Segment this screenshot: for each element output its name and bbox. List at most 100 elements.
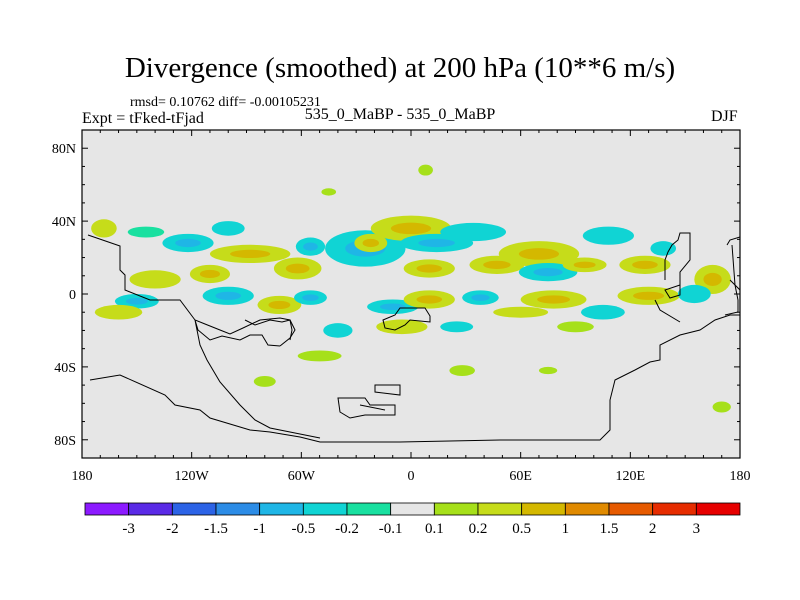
divergence-core (471, 294, 490, 301)
colorbar-swatch (433, 502, 479, 516)
divergence-cell (253, 376, 276, 387)
experiment-label: Expt = tFked-tFjad (82, 110, 204, 127)
divergence-cell (557, 321, 594, 333)
colorbar-label: 1.5 (600, 521, 619, 537)
divergence-core (483, 260, 511, 269)
divergence-core (703, 272, 722, 286)
divergence-cell (582, 226, 634, 245)
divergence-core (537, 295, 571, 304)
divergence-core (268, 300, 291, 310)
colorbar-label: 0.5 (512, 521, 531, 537)
divergence-core (390, 222, 432, 235)
divergence-cell (127, 226, 165, 238)
colorbar-swatch (302, 502, 348, 516)
colorbar-label: 0.1 (425, 521, 444, 537)
divergence-cell (321, 188, 337, 196)
x-tick-label: 180 (72, 469, 93, 484)
colorbar-label: -1.5 (204, 521, 228, 537)
divergence-cell (440, 222, 507, 242)
divergence-core (125, 298, 148, 305)
x-tick-label: 60W (288, 469, 316, 484)
colorbar-swatch (128, 502, 173, 516)
coastline-east-asia (724, 244, 739, 316)
colorbar-swatch (171, 502, 217, 516)
coastline-antarctica (89, 314, 740, 443)
divergence-core (302, 294, 319, 301)
colorbar: -3 -2 -1.5 -1 -0.5 -0.2 -0.1 0.1 0.2 0.5 1 1.5 2 3 (84, 502, 741, 537)
divergence-core (416, 264, 443, 273)
x-axis: 180 120W 60W 0 60E 120E 180 (72, 130, 751, 484)
y-tick-label: 40S (54, 361, 76, 376)
divergence-core (362, 238, 380, 248)
colorbar-label: -0.1 (379, 521, 403, 537)
divergence-cell (94, 304, 143, 320)
x-tick-label: 60E (509, 469, 532, 484)
divergence-cell (449, 365, 475, 376)
divergence-core (518, 248, 560, 260)
colorbar-swatch (521, 502, 566, 516)
divergence-core (379, 303, 406, 311)
divergence-cell (493, 306, 549, 318)
colorbar-swatch (477, 502, 523, 516)
divergence-cell (211, 221, 245, 236)
colorbar-label: -0.2 (335, 521, 359, 537)
divergence-cell (440, 321, 474, 333)
divergence-cell (297, 350, 342, 362)
divergence-core (199, 269, 220, 279)
colorbar-swatch (346, 502, 392, 516)
coastline-gulf (382, 307, 431, 331)
y-tick-label: 0 (69, 288, 76, 303)
divergence-core (416, 295, 443, 304)
divergence-cell (677, 284, 711, 304)
colorbar-label: -3 (122, 521, 135, 537)
divergence-field (91, 164, 731, 413)
x-tick-label: 0 (408, 469, 415, 484)
y-tick-label: 80N (52, 142, 76, 157)
case-label: 535_0_MaBP - 535_0_MaBP (304, 106, 496, 123)
colorbar-swatch (564, 502, 610, 516)
divergence-core (633, 291, 665, 300)
divergence-cell (580, 304, 625, 320)
colorbar-swatch (259, 502, 304, 516)
coastlines (87, 232, 740, 443)
x-tick-label: 180 (730, 469, 751, 484)
divergence-cell (418, 164, 433, 176)
divergence-cell (538, 366, 558, 375)
chart-title: Divergence (smoothed) at 200 hPa (10**6 … (124, 52, 676, 84)
colorbar-swatch (84, 502, 130, 516)
divergence-cell (650, 241, 677, 256)
coastline-australia (244, 319, 293, 341)
colorbar-swatch (390, 502, 435, 516)
colorbar-label: 1 (562, 521, 570, 537)
divergence-cell (323, 323, 353, 338)
x-tick-label: 120W (175, 469, 210, 484)
y-tick-label: 40N (52, 215, 76, 230)
colorbar-swatch (695, 502, 741, 516)
divergence-cell (712, 401, 731, 413)
colorbar-label: -2 (166, 521, 179, 537)
colorbar-label: 0.2 (469, 521, 488, 537)
colorbar-swatch (608, 502, 654, 516)
coastline-south-america (194, 319, 321, 439)
divergence-core (175, 238, 201, 248)
stats-line: rmsd= 0.10762 diff= -0.00105231 (130, 95, 321, 110)
colorbar-label: 2 (649, 521, 657, 537)
colorbar-label: -1 (253, 521, 266, 537)
divergence-cell (91, 219, 117, 238)
y-tick-label: 80S (54, 434, 76, 449)
colorbar-label: 3 (693, 521, 701, 537)
coastline-africa-islands (337, 384, 401, 419)
season-label: DJF (711, 108, 738, 125)
colorbar-label: -0.5 (291, 521, 315, 537)
colorbar-swatch (652, 502, 697, 516)
coastline-west-pacific (654, 232, 740, 323)
divergence-core (285, 263, 310, 274)
divergence-core (418, 238, 455, 248)
divergence-core (533, 268, 563, 277)
divergence-core (303, 242, 318, 251)
divergence-cell (129, 270, 181, 289)
divergence-core (230, 249, 271, 259)
colorbar-swatch (215, 502, 261, 516)
y-axis: 80N 40N 0 40S 80S (52, 142, 740, 449)
